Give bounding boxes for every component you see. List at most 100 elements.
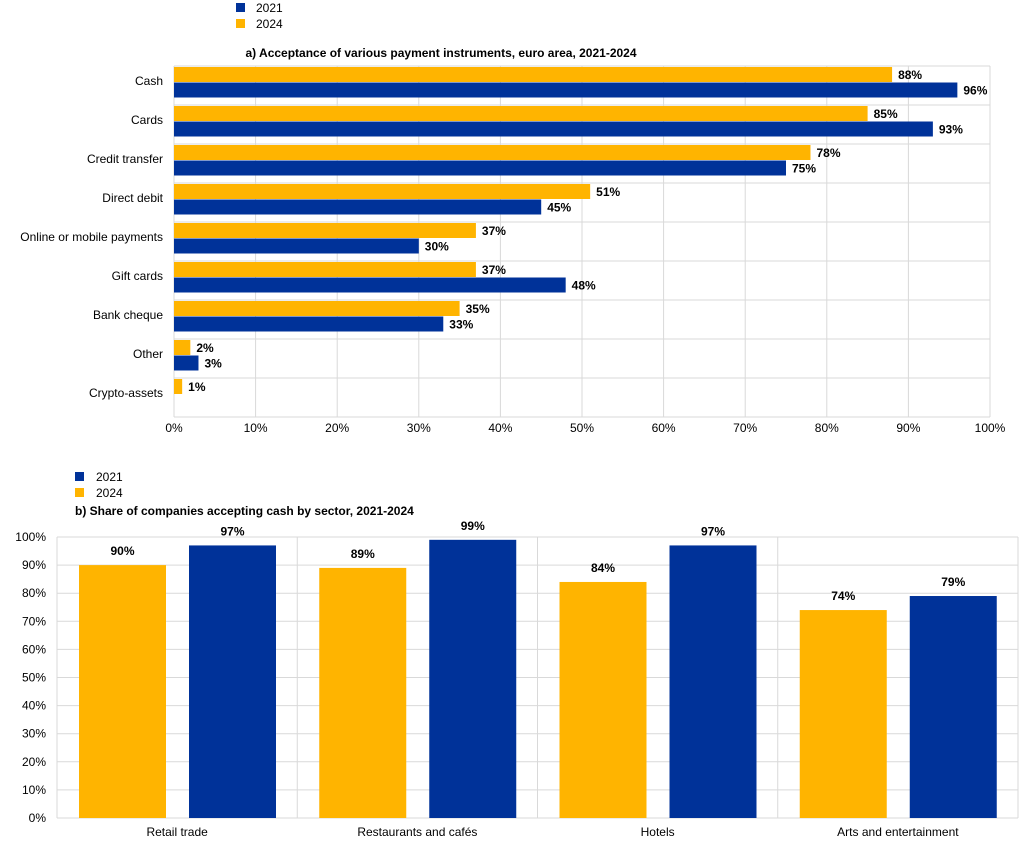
data-label-2021: 97% <box>701 524 725 538</box>
chart-b: 0% 10% 20% 30% 40% 50% 60% 70% 80% 90% 100% Retail … <box>15 519 1019 839</box>
y-tick-label: 80% <box>22 586 46 600</box>
bar-2024 <box>174 262 476 277</box>
x-tick-label: 100% <box>975 421 1006 435</box>
legend-swatch-2021 <box>75 472 84 481</box>
x-tick-label: 80% <box>815 421 839 435</box>
bar-2024 <box>174 340 191 355</box>
y-tick-label: 20% <box>22 755 46 769</box>
x-tick-label: 40% <box>488 421 512 435</box>
data-label-2024: 88% <box>898 68 922 82</box>
bar-2021 <box>189 545 276 818</box>
y-tick-label: 90% <box>22 558 46 572</box>
x-tick-label: 10% <box>244 421 268 435</box>
y-tick-label: 10% <box>22 783 46 797</box>
x-tick-label: 30% <box>407 421 431 435</box>
bar-2021 <box>174 238 419 254</box>
bar-2021 <box>174 160 786 176</box>
bar-2024 <box>559 581 647 818</box>
bar-2021 <box>174 355 199 371</box>
data-label-2021: 3% <box>204 357 222 371</box>
data-label-2021: 93% <box>939 123 963 137</box>
bar-2024 <box>174 67 893 82</box>
x-tick-label: 90% <box>896 421 920 435</box>
data-label-2024: 51% <box>596 185 620 199</box>
x-tick-label: 60% <box>652 421 676 435</box>
x-tick-label: 0% <box>165 421 183 435</box>
data-label-2021: 33% <box>449 318 473 332</box>
bar-2024 <box>319 567 407 818</box>
y-tick-label: 100% <box>15 530 46 544</box>
bar-2024 <box>79 565 166 818</box>
category-label: Credit transfer <box>87 152 163 166</box>
category-label: Retail trade <box>146 825 208 839</box>
data-label-2024: 85% <box>874 107 898 121</box>
data-label-2024: 37% <box>482 224 506 238</box>
bar-2021 <box>174 199 542 215</box>
bar-2024 <box>174 106 868 121</box>
y-tick-label: 30% <box>22 727 46 741</box>
x-tick-label: 50% <box>570 421 594 435</box>
data-label-2024: 37% <box>482 263 506 277</box>
legend-label-2024: 2024 <box>96 486 123 500</box>
bar-2024 <box>174 184 591 199</box>
data-label-2024: 89% <box>351 547 375 561</box>
y-tick-label: 50% <box>22 671 46 685</box>
data-label-2024: 78% <box>816 146 840 160</box>
bar-2021 <box>669 545 757 818</box>
x-tick-label: 20% <box>325 421 349 435</box>
category-label: Other <box>133 347 163 361</box>
x-tick-label: 70% <box>733 421 757 435</box>
legend-swatch-2024 <box>236 19 245 28</box>
legend-label-2024: 2024 <box>256 17 283 31</box>
bar-2021 <box>174 277 566 293</box>
category-label: Cash <box>135 74 163 88</box>
category-label: Gift cards <box>112 269 163 283</box>
data-label-2021: 75% <box>792 162 816 176</box>
data-label-2021: 48% <box>572 279 596 293</box>
data-label-2021: 96% <box>963 84 987 98</box>
category-label: Arts and entertainment <box>837 825 959 839</box>
y-tick-label: 0% <box>29 811 47 825</box>
legend-b: 2021 2024 <box>75 470 123 500</box>
y-tick-label: 70% <box>22 614 46 628</box>
data-label-2021: 97% <box>220 524 244 538</box>
category-label: Online or mobile payments <box>20 230 163 244</box>
y-tick-label: 40% <box>22 699 46 713</box>
data-label-2021: 79% <box>941 575 965 589</box>
bar-2021 <box>909 596 997 818</box>
data-label-2024: 84% <box>591 561 615 575</box>
category-label: Crypto-assets <box>89 386 163 400</box>
bar-2024 <box>174 145 811 160</box>
data-label-2024: 74% <box>831 589 855 603</box>
bar-2024 <box>174 301 460 316</box>
legend-swatch-2024 <box>75 488 84 497</box>
bar-2021 <box>174 316 444 332</box>
bar-2024 <box>799 610 887 818</box>
chart-a: 0% 10% 20% 30% 40% 50% 60% 70% 80% 90% 100% Cash 88%… <box>20 65 1006 435</box>
data-label-2024: 2% <box>196 341 214 355</box>
category-label: Cards <box>131 113 163 127</box>
data-label-2024: 1% <box>188 380 206 394</box>
category-label: Direct debit <box>102 191 163 205</box>
legend-label-2021: 2021 <box>96 470 123 484</box>
chart-b-title: b) Share of companies accepting cash by … <box>75 504 414 518</box>
bar-2024 <box>174 379 183 394</box>
category-label: Restaurants and cafés <box>357 825 477 839</box>
bar-2021 <box>174 121 933 137</box>
y-tick-label: 60% <box>22 642 46 656</box>
bar-2021 <box>174 82 958 98</box>
bar-2024 <box>174 223 476 238</box>
category-label: Hotels <box>641 825 675 839</box>
data-label-2024: 90% <box>110 544 134 558</box>
data-label-2021: 30% <box>425 240 449 254</box>
legend-swatch-2021 <box>236 3 245 12</box>
legend-a: 2021 2024 <box>236 1 283 31</box>
bar-2021 <box>429 539 517 818</box>
chart-a-title: a) Acceptance of various payment instrum… <box>245 46 636 60</box>
legend-label-2021: 2021 <box>256 1 283 15</box>
category-label: Bank cheque <box>93 308 163 322</box>
data-label-2024: 35% <box>466 302 490 316</box>
data-label-2021: 99% <box>461 519 485 533</box>
data-label-2021: 45% <box>547 201 571 215</box>
